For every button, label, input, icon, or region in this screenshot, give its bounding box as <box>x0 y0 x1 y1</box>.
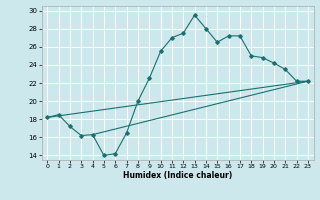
X-axis label: Humidex (Indice chaleur): Humidex (Indice chaleur) <box>123 171 232 180</box>
